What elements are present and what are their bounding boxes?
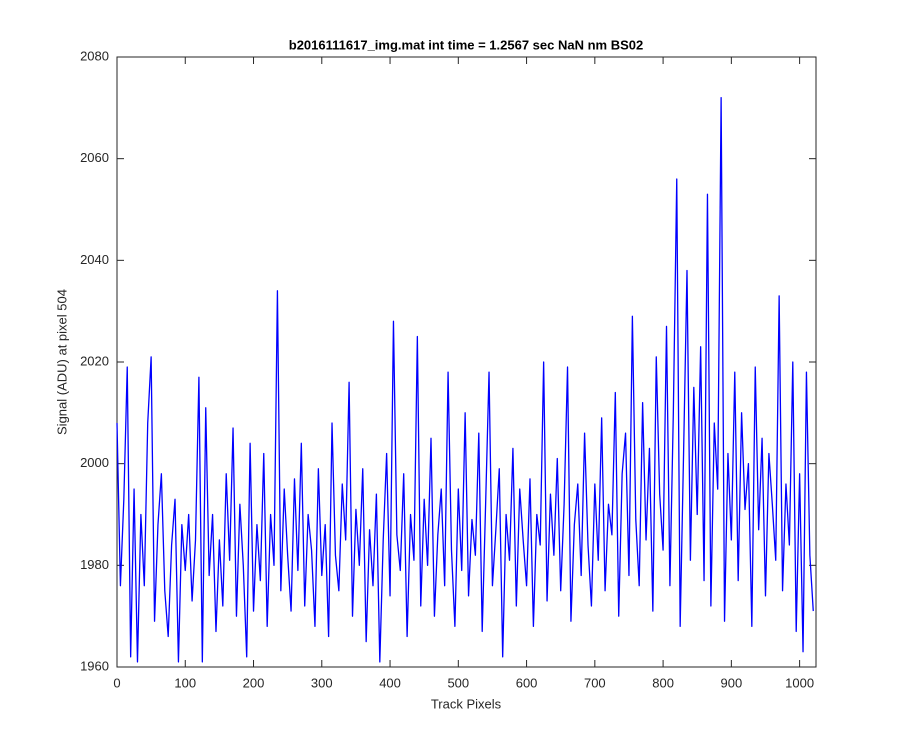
x-tick-label: 600 [516,675,538,690]
x-tick-label: 500 [447,675,469,690]
x-axis-label: Track Pixels [431,696,502,711]
x-tick-label: 0 [113,675,120,690]
x-tick-label: 1000 [785,675,814,690]
y-tick-label: 2000 [80,455,109,470]
y-tick-label: 1960 [80,658,109,673]
x-tick-label: 100 [174,675,196,690]
x-tick-label: 800 [652,675,674,690]
plot-area [116,56,817,668]
y-tick-label: 1980 [80,557,109,572]
y-tick-label: 2040 [80,252,109,267]
x-tick-label: 300 [311,675,333,690]
x-tick-label: 400 [379,675,401,690]
data-line [116,97,814,663]
x-tick-label: 200 [243,675,265,690]
x-tick-label: 700 [584,675,606,690]
x-tick-label: 900 [721,675,743,690]
chart-title: b2016111617_img.mat int time = 1.2567 se… [289,37,643,52]
y-tick-label: 2020 [80,353,109,368]
y-axis-label: Signal (ADU) at pixel 504 [54,289,69,435]
y-tick-label: 2080 [80,48,109,63]
y-tick-label: 2060 [80,150,109,165]
